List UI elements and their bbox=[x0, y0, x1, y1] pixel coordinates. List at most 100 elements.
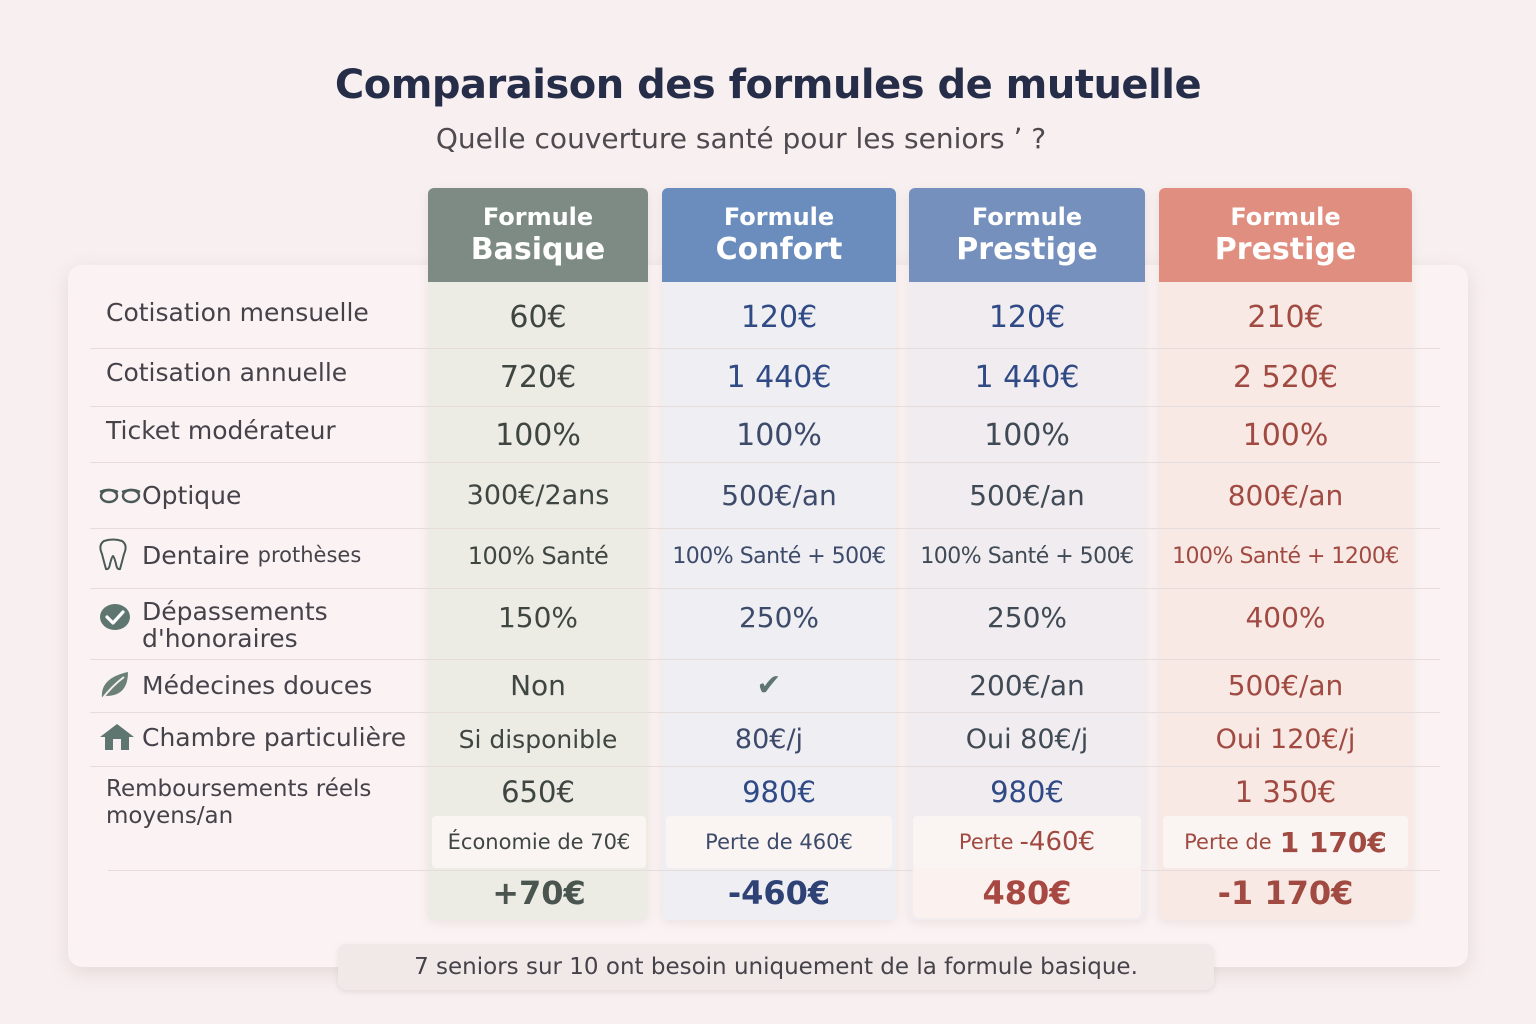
row-divider bbox=[90, 406, 1440, 407]
cell: 120€ bbox=[988, 299, 1066, 335]
note-amount: 1 170€ bbox=[1279, 825, 1387, 859]
footer-note: 7 seniors sur 10 ont besoin uniquement d… bbox=[338, 944, 1214, 990]
column-header-prestige: Formule Prestige bbox=[909, 188, 1145, 282]
cell: 300€/2ans bbox=[466, 479, 610, 511]
note-text: Perte de bbox=[1184, 830, 1272, 854]
row-label-medecines-douces: Médecines douces bbox=[101, 668, 373, 702]
row-divider bbox=[108, 870, 1440, 871]
glasses-icon bbox=[98, 478, 142, 512]
cell: 980€ bbox=[742, 775, 816, 809]
note-amount: -460€ bbox=[1019, 827, 1096, 857]
row-divider bbox=[90, 588, 1440, 589]
row-label-cotisation-mensuelle: Cotisation mensuelle bbox=[106, 298, 369, 327]
note-prestige-plus: Perte de 1 170€ bbox=[1163, 816, 1408, 868]
header-line2: Confort bbox=[715, 232, 843, 267]
cell: 400% bbox=[1245, 600, 1326, 634]
column-prestige-bg bbox=[909, 188, 1145, 920]
column-basique-bg bbox=[428, 188, 648, 920]
cell: 210€ bbox=[1247, 299, 1324, 335]
cell: 980€ bbox=[990, 775, 1064, 809]
total-confort: -460€ bbox=[727, 874, 831, 912]
cell: Oui 120€/j bbox=[1215, 723, 1356, 755]
cell: 100% bbox=[495, 417, 581, 453]
check-circle-icon bbox=[98, 600, 142, 634]
row-label-text: Dentaire bbox=[142, 540, 250, 570]
cell: 100% bbox=[736, 417, 822, 453]
cell: 250% bbox=[738, 600, 820, 634]
cell: 100% Santé bbox=[467, 542, 609, 570]
cell: 60€ bbox=[509, 299, 567, 335]
cell: 500€/an bbox=[969, 478, 1085, 512]
page-title: Comparaison des formules de mutuelle bbox=[334, 62, 1202, 108]
cell: 800€/an bbox=[1227, 478, 1344, 512]
column-header-prestige-plus: Formule Prestige bbox=[1159, 188, 1412, 282]
row-label-text-line2: moyens/an bbox=[106, 803, 234, 829]
row-label-text: Dépassements bbox=[142, 597, 328, 626]
note-confort: Perte de 460€ bbox=[666, 816, 892, 868]
check-icon: ✔ bbox=[756, 667, 782, 703]
cell: 650€ bbox=[501, 775, 575, 809]
row-divider bbox=[90, 766, 1440, 767]
row-label-text-block: Dépassements d'honoraires bbox=[142, 598, 328, 652]
cell: 250% bbox=[986, 600, 1068, 634]
header-line1: Formule bbox=[971, 203, 1083, 231]
cell: Non bbox=[510, 668, 566, 702]
note-prestige: Perte -460€ bbox=[913, 816, 1141, 868]
cell: 200€/an bbox=[969, 668, 1085, 702]
row-divider bbox=[90, 348, 1440, 349]
column-header-basique: Formule Basique bbox=[428, 188, 648, 282]
header-line2: Prestige bbox=[1214, 232, 1357, 267]
total-prestige-plus: -1 170€ bbox=[1217, 874, 1354, 912]
cell: 720€ bbox=[499, 359, 577, 395]
note-text: Économie de 70€ bbox=[447, 830, 631, 854]
cell: 1 440€ bbox=[726, 359, 832, 395]
cell: 150% bbox=[497, 600, 579, 634]
cell: 100% bbox=[984, 417, 1070, 453]
header-line2: Prestige bbox=[956, 232, 1098, 267]
header-line1: Formule bbox=[1230, 203, 1341, 231]
total-basique: +70€ bbox=[492, 874, 586, 912]
cell: Oui 80€/j bbox=[965, 723, 1089, 755]
cell: 1 350€ bbox=[1234, 775, 1337, 809]
row-divider bbox=[90, 712, 1440, 713]
row-label-text: Chambre particulière bbox=[142, 722, 407, 752]
cell: 500€/an bbox=[721, 478, 837, 512]
cell: Si disponible bbox=[458, 724, 618, 754]
cell: 2 520€ bbox=[1233, 359, 1338, 395]
row-label-subtext: prothèses bbox=[257, 543, 362, 567]
row-divider bbox=[90, 462, 1440, 463]
tooth-icon bbox=[98, 538, 142, 572]
row-label-optique: Optique bbox=[99, 478, 242, 512]
header-line2: Basique bbox=[470, 232, 606, 267]
row-label-depassements: Dépassements d'honoraires bbox=[100, 598, 328, 652]
column-header-confort: Formule Confort bbox=[662, 188, 896, 282]
cell: 1 440€ bbox=[974, 359, 1080, 395]
row-label-remboursements: Remboursements réels moyens/an bbox=[106, 776, 371, 830]
row-label-text: Médecines douces bbox=[142, 670, 373, 700]
note-text: Perte bbox=[958, 830, 1014, 854]
row-label-text-line2: d'honoraires bbox=[142, 624, 298, 653]
header-line1: Formule bbox=[723, 203, 835, 231]
row-label-chambre-particuliere: Chambre particulière bbox=[100, 720, 407, 754]
header-line1: Formule bbox=[482, 203, 594, 231]
total-prestige: 480€ bbox=[913, 868, 1141, 918]
row-label-text: Optique bbox=[142, 480, 242, 510]
row-label-text: Remboursements réels bbox=[106, 776, 372, 802]
cell: 80€/j bbox=[734, 723, 804, 755]
row-divider bbox=[90, 528, 1440, 529]
cell: 100% Santé + 1200€ bbox=[1172, 543, 1399, 569]
house-icon bbox=[98, 720, 142, 754]
note-text: Perte de 460€ bbox=[705, 830, 853, 854]
cell: 120€ bbox=[740, 299, 818, 335]
row-divider bbox=[90, 659, 1440, 660]
cell: 100% Santé + 500€ bbox=[920, 543, 1134, 569]
row-label-cotisation-annuelle: Cotisation annuelle bbox=[106, 358, 348, 387]
row-label-ticket-moderateur: Ticket modérateur bbox=[106, 416, 336, 445]
page-subtitle: Quelle couverture santé pour les seniors… bbox=[435, 122, 1047, 155]
cell: 100% Santé + 500€ bbox=[672, 543, 886, 569]
note-basique: Économie de 70€ bbox=[432, 816, 646, 868]
cell: 100% bbox=[1242, 417, 1329, 453]
row-label-dentaire: Dentaire prothèses bbox=[99, 538, 362, 572]
column-confort-bg bbox=[662, 188, 896, 920]
leaf-icon bbox=[98, 668, 142, 702]
